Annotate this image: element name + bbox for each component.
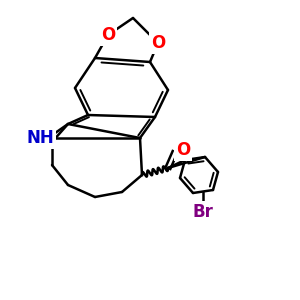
Text: O: O xyxy=(101,26,115,44)
Text: Br: Br xyxy=(193,203,213,221)
Text: O: O xyxy=(151,34,165,52)
Text: O: O xyxy=(176,141,190,159)
Text: NH: NH xyxy=(26,129,54,147)
